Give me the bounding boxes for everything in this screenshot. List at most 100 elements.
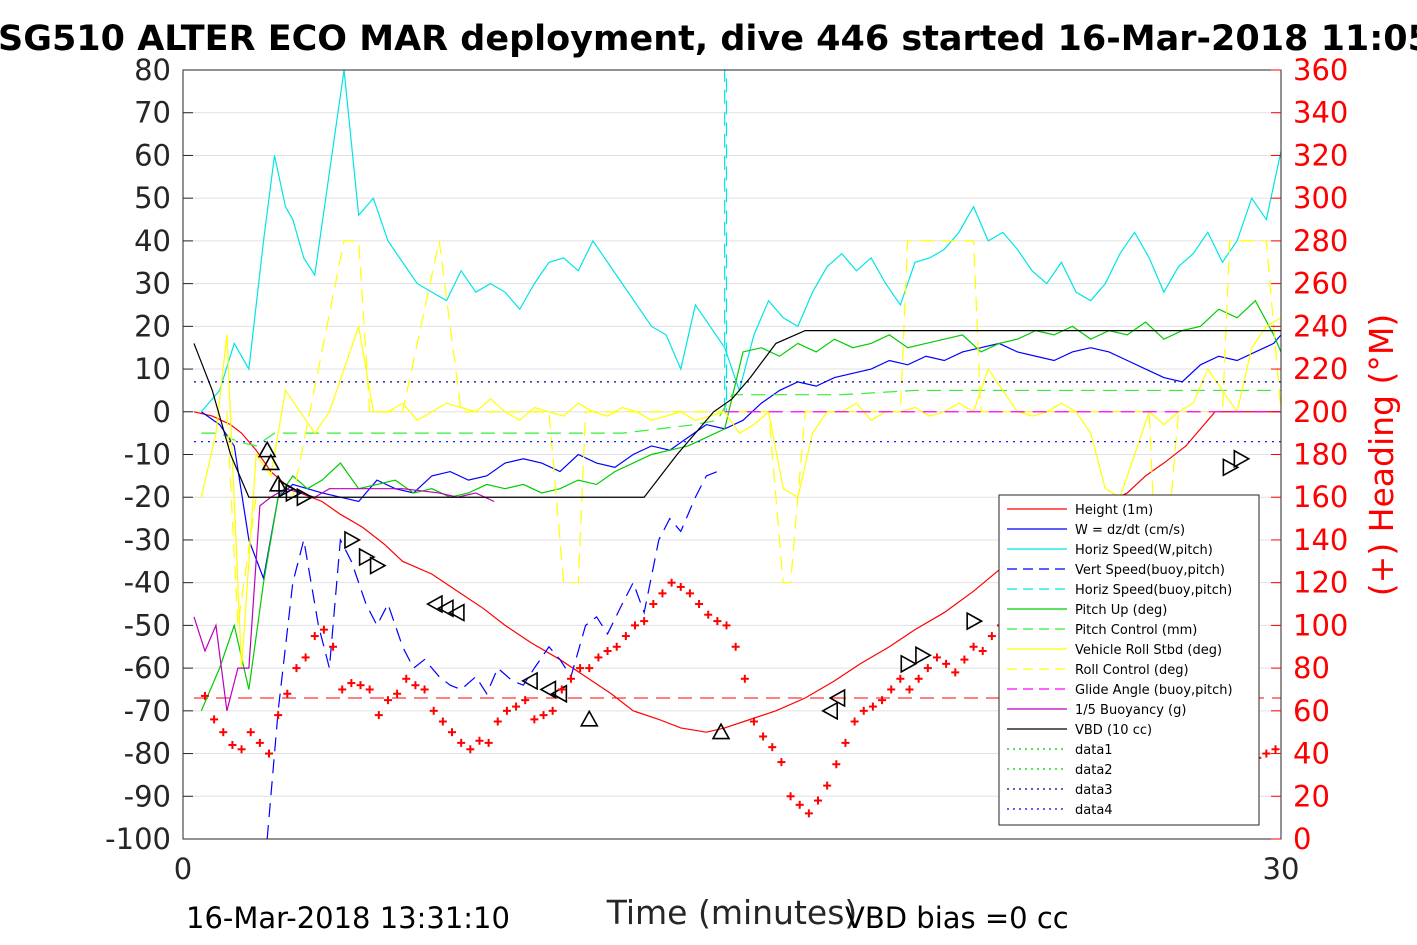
- y-right-tick-label: 180: [1293, 438, 1348, 472]
- heading-marker: [713, 617, 722, 626]
- heading-marker: [237, 745, 246, 754]
- heading-marker: [338, 685, 347, 694]
- dive-marker: [915, 645, 932, 665]
- heading-marker: [219, 728, 228, 737]
- series-line-3: [266, 471, 718, 840]
- heading-marker: [228, 741, 237, 750]
- heading-marker: [887, 685, 896, 694]
- heading-marker: [265, 749, 274, 758]
- legend-label: Horiz Speed(buoy,pitch): [1075, 583, 1232, 598]
- legend-label: data1: [1075, 743, 1113, 758]
- y-tick-label: 70: [134, 96, 171, 130]
- dive-marker: [539, 680, 557, 699]
- y-tick-label: -40: [124, 566, 171, 600]
- legend-label: Pitch Control (mm): [1075, 623, 1197, 638]
- heading-marker: [740, 674, 749, 683]
- heading-marker: [548, 706, 557, 715]
- heading-marker: [914, 674, 923, 683]
- heading-marker: [832, 760, 841, 769]
- y-tick-label: -80: [124, 737, 171, 771]
- dive-marker: [1233, 449, 1251, 469]
- y-tick-label: -70: [124, 694, 171, 728]
- heading-marker: [704, 610, 713, 619]
- heading-marker: [521, 696, 530, 705]
- legend-label: 1/5 Buoyancy (g): [1075, 703, 1186, 718]
- y-tick-label: 0: [153, 395, 171, 429]
- legend-label: Glide Angle (buoy,pitch): [1075, 683, 1233, 698]
- heading-marker: [786, 792, 795, 801]
- dive-marker: [268, 474, 288, 492]
- dive-marker: [900, 654, 918, 674]
- heading-marker: [658, 589, 667, 598]
- heading-marker: [374, 711, 383, 720]
- heading-marker: [631, 621, 640, 630]
- legend-label: VBD (10 cc): [1075, 723, 1152, 738]
- y-tick-label: -60: [124, 651, 171, 685]
- heading-marker: [393, 689, 402, 698]
- y-tick-label: 10: [134, 352, 171, 386]
- y-right-tick-label: 100: [1293, 608, 1348, 642]
- y-right-tick-label: 220: [1293, 352, 1348, 386]
- heading-marker: [932, 653, 941, 662]
- y-right-tick-label: 40: [1293, 737, 1330, 771]
- footer-timestamp: 16-Mar-2018 13:31:10: [186, 901, 510, 935]
- legend-label: data3: [1075, 783, 1113, 798]
- heading-marker: [814, 796, 823, 805]
- heading-marker: [310, 632, 319, 641]
- dive-marker: [344, 530, 362, 550]
- heading-marker: [731, 642, 740, 651]
- heading-marker: [905, 685, 914, 694]
- y-tick-label: -100: [105, 822, 171, 856]
- heading-marker: [420, 685, 429, 694]
- y-axis-right: 3603403203002802602402202001801601401201…: [1271, 53, 1348, 856]
- heading-marker: [823, 781, 832, 790]
- legend-label: Pitch Up (deg): [1075, 603, 1167, 618]
- legend-label: Horiz Speed(W,pitch): [1075, 543, 1213, 558]
- heading-marker: [649, 600, 658, 609]
- y-right-tick-label: 360: [1293, 53, 1348, 87]
- dive-marker: [447, 603, 465, 622]
- heading-marker: [484, 738, 493, 747]
- y-right-tick-label: 20: [1293, 779, 1330, 813]
- y-right-tick-label: 280: [1293, 224, 1348, 258]
- heading-marker: [695, 600, 704, 609]
- heading-marker: [502, 706, 511, 715]
- heading-marker: [621, 632, 630, 641]
- legend: Height (1m) W = dz/dt (cm/s) Horiz Speed(W…: [998, 494, 1260, 826]
- heading-marker: [868, 702, 877, 711]
- heading-marker: [795, 800, 804, 809]
- heading-marker: [438, 717, 447, 726]
- y-tick-label: 40: [134, 224, 171, 258]
- heading-marker: [594, 653, 603, 662]
- legend-box: [998, 494, 1260, 826]
- heading-marker: [246, 728, 255, 737]
- heading-marker: [274, 711, 283, 720]
- y-right-tick-label: 200: [1293, 395, 1348, 429]
- heading-marker: [850, 717, 859, 726]
- heading-marker: [365, 685, 374, 694]
- y-axis-left: 80 70 60 50 40 30 20 10 0 -10 -20 -30 -40 -50 -60 -70 -8…: [105, 53, 193, 856]
- series-line-11: [193, 330, 1281, 498]
- heading-marker: [402, 674, 411, 683]
- heading-marker: [576, 664, 585, 673]
- heading-marker: [457, 738, 466, 747]
- heading-marker: [530, 715, 539, 724]
- heading-marker: [356, 681, 365, 690]
- heading-marker: [319, 625, 328, 634]
- heading-marker: [987, 632, 996, 641]
- heading-marker: [383, 696, 392, 705]
- heading-marker: [566, 674, 575, 683]
- y-tick-label: 30: [134, 267, 171, 301]
- heading-marker: [942, 659, 951, 668]
- y-tick-label: 60: [134, 138, 171, 172]
- series-line-7: [200, 317, 1282, 669]
- heading-marker: [978, 647, 987, 656]
- heading-marker: [749, 717, 758, 726]
- heading-marker: [640, 617, 649, 626]
- y-right-tick-label: 240: [1293, 309, 1348, 343]
- heading-marker: [923, 664, 932, 673]
- heading-marker: [512, 702, 521, 711]
- series-line-2: [200, 69, 1282, 413]
- heading-marker: [878, 696, 887, 705]
- heading-marker: [896, 674, 905, 683]
